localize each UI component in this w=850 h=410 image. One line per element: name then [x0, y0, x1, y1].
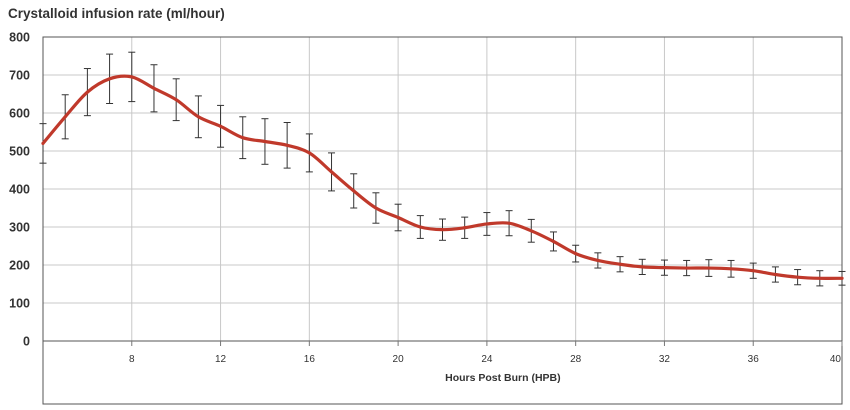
- data-point: [352, 189, 356, 193]
- data-point: [662, 266, 666, 270]
- x-tick-label: 12: [215, 354, 227, 365]
- data-point: [485, 222, 489, 226]
- data-point: [729, 267, 733, 271]
- data-point: [41, 141, 45, 145]
- x-axis-label: Hours Post Burn (HPB): [445, 372, 561, 384]
- data-point: [618, 262, 622, 266]
- data-point: [685, 266, 689, 270]
- y-tick-label: 600: [9, 107, 30, 121]
- data-point: [108, 77, 112, 81]
- data-point: [152, 86, 156, 90]
- data-point: [840, 276, 844, 280]
- y-tick-label: 800: [9, 31, 30, 45]
- data-point: [396, 216, 400, 219]
- x-tick-label: 36: [748, 354, 760, 365]
- chart-title: Crystalloid infusion rate (ml/hour): [8, 6, 225, 21]
- series-line: [41, 74, 844, 280]
- data-point: [707, 266, 711, 270]
- y-tick-label: 300: [9, 221, 30, 235]
- y-tick-label: 0: [23, 335, 30, 349]
- y-tick-label: 500: [9, 145, 30, 159]
- data-point: [130, 75, 134, 79]
- data-point: [241, 136, 245, 140]
- data-point: [85, 90, 89, 94]
- data-point: [596, 258, 600, 262]
- y-tick-label: 100: [9, 297, 30, 311]
- x-tick-label: 28: [570, 354, 582, 365]
- data-point: [551, 239, 555, 243]
- y-tick-label: 400: [9, 183, 30, 197]
- data-point: [307, 151, 311, 155]
- data-point: [374, 206, 378, 210]
- y-tick-label: 200: [9, 259, 30, 273]
- data-point: [263, 140, 267, 143]
- data-point: [285, 143, 289, 147]
- y-tick-label: 700: [9, 69, 30, 83]
- x-tick-label: 20: [393, 354, 405, 365]
- data-point: [773, 273, 777, 276]
- data-point: [818, 276, 822, 280]
- data-point: [640, 265, 644, 269]
- x-tick-label: 24: [481, 354, 493, 365]
- data-point: [330, 170, 334, 174]
- data-point: [751, 269, 755, 273]
- data-point: [196, 115, 200, 119]
- data-point: [796, 275, 800, 279]
- data-point: [174, 98, 178, 102]
- x-tick-label: 40: [830, 354, 842, 365]
- data-point: [418, 225, 422, 229]
- data-point: [441, 228, 444, 232]
- x-tick-label: 16: [304, 354, 316, 365]
- plot-frame: [42, 36, 843, 405]
- data-point: [63, 115, 67, 119]
- x-tick-label: 32: [659, 354, 671, 365]
- data-point: [219, 124, 223, 128]
- data-point: [529, 229, 533, 233]
- data-point: [574, 252, 578, 256]
- data-point: [507, 221, 511, 225]
- x-tick-label: 8: [129, 354, 135, 365]
- data-point: [463, 226, 467, 230]
